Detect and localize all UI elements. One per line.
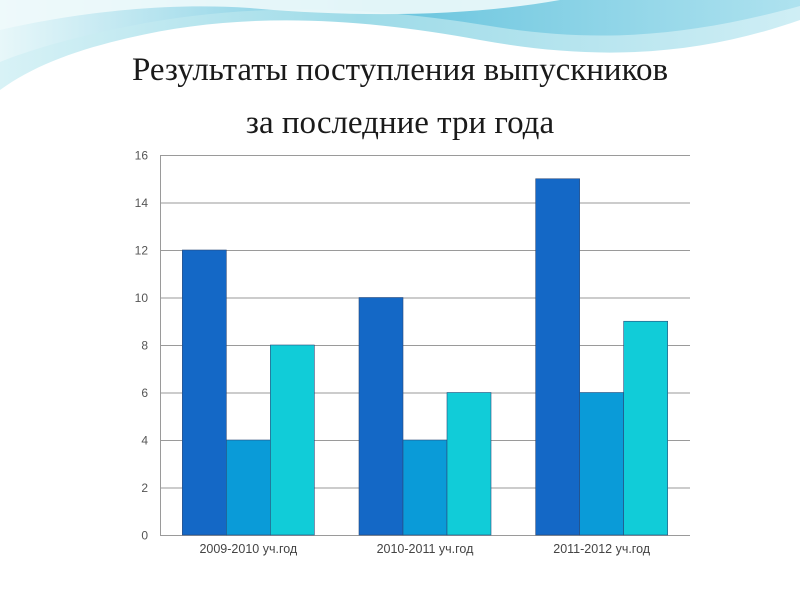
header-wave-decoration xyxy=(0,0,800,90)
y-tick-label: 12 xyxy=(135,244,149,258)
y-tick-label: 0 xyxy=(141,529,148,543)
x-category-label: 2010-2011 уч.год xyxy=(377,542,475,556)
x-category-label: 2011-2012 уч.год xyxy=(553,542,651,556)
y-tick-label: 14 xyxy=(135,196,149,210)
bar xyxy=(358,297,404,536)
bar xyxy=(226,439,271,536)
y-tick-label: 6 xyxy=(141,386,148,400)
bar xyxy=(623,320,668,536)
bar xyxy=(402,439,448,536)
slide-title-line-1: Результаты поступления выпускников xyxy=(131,52,669,88)
slide-title-line-2: за последние три года xyxy=(245,105,555,141)
y-tick-label: 16 xyxy=(135,149,149,163)
slide-title: Результаты поступления выпускников за по… xyxy=(0,44,800,150)
y-tick-label: 2 xyxy=(141,481,148,495)
y-tick-label: 8 xyxy=(141,339,148,353)
bar xyxy=(270,344,315,536)
bar xyxy=(182,249,227,536)
bar xyxy=(535,178,580,536)
y-tick-label: 4 xyxy=(141,434,148,448)
x-category-label: 2009-2010 уч.год xyxy=(199,542,297,556)
bar xyxy=(446,392,492,536)
bar xyxy=(579,392,624,536)
y-tick-label: 10 xyxy=(135,291,149,305)
